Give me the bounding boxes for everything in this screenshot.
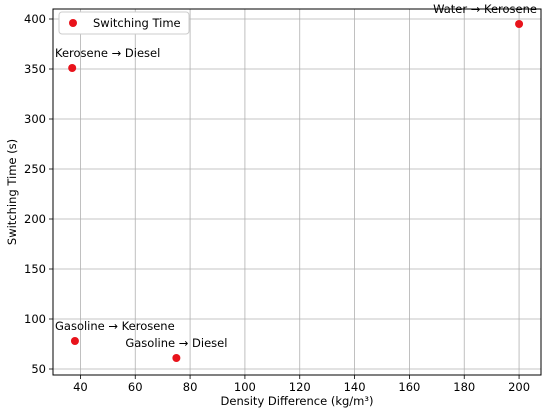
x-tick-label: 140 [344,380,366,394]
y-tick-label: 100 [24,312,46,326]
y-tick-label: 150 [24,262,46,276]
y-tick-label: 400 [24,12,46,26]
plot-background [53,9,541,375]
point-label: Gasoline → Diesel [125,336,227,350]
x-tick-label: 180 [453,380,475,394]
y-tick-label: 300 [24,112,46,126]
x-tick-label: 200 [508,380,530,394]
scatter-point [172,354,181,362]
x-axis-ticks: 40 60 80 100 120 140 160 180 200 [73,375,530,394]
legend-label: Switching Time [93,16,181,30]
y-axis-label: Switching Time (s) [5,139,19,245]
x-axis-label: Density Difference (kg/m³) [221,394,374,408]
y-axis-ticks: 50 100 150 200 250 300 350 400 [24,12,53,376]
y-tick-label: 50 [31,362,46,376]
y-tick-label: 350 [24,62,46,76]
data-points [68,20,524,362]
y-tick-label: 250 [24,162,46,176]
legend: Switching Time [58,11,190,35]
x-tick-label: 80 [183,380,198,394]
x-tick-label: 60 [128,380,143,394]
point-label: Gasoline → Kerosene [55,319,175,333]
scatter-point [68,64,77,72]
scatter-point [515,20,524,28]
legend-marker [69,19,77,27]
x-tick-label: 120 [289,380,311,394]
legend-box [58,11,190,35]
point-label: Kerosene → Diesel [55,46,160,60]
plot-frame [52,8,542,376]
grid [53,9,541,375]
x-tick-label: 40 [73,380,88,394]
y-tick-label: 200 [24,212,46,226]
scatter-point [70,337,79,345]
x-tick-label: 100 [234,380,256,394]
x-tick-label: 160 [398,380,420,394]
